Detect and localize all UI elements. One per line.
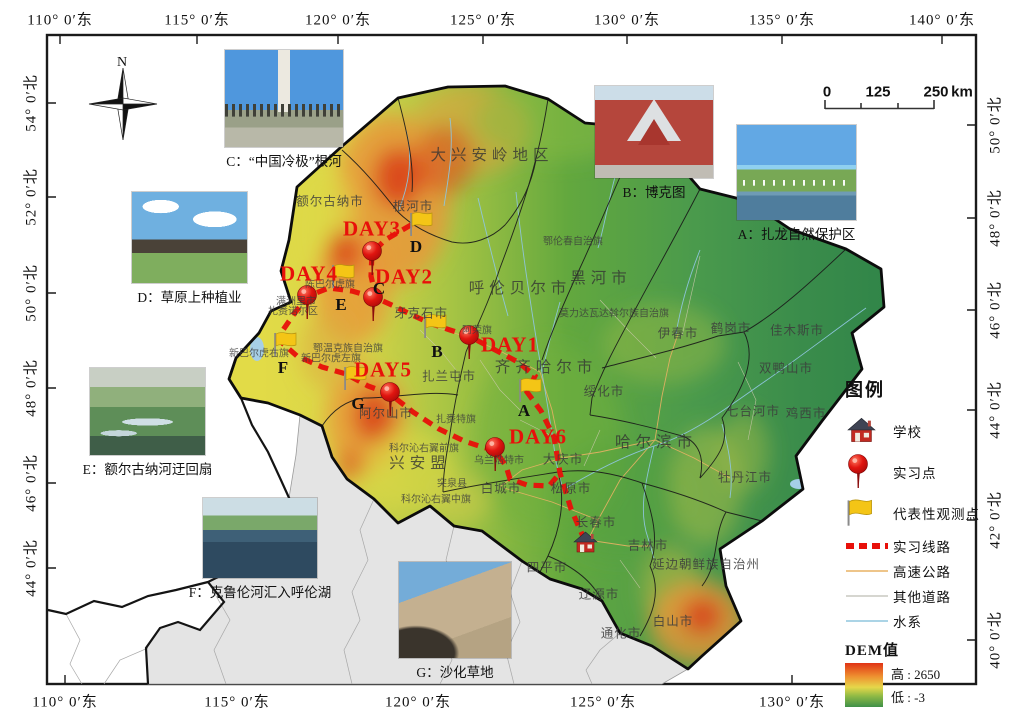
neighbor-provinces — [47, 397, 689, 685]
highways — [431, 325, 731, 547]
compass-rose — [88, 67, 158, 141]
hulun-lake — [250, 337, 264, 361]
other-roads — [419, 255, 757, 589]
scale-bar — [824, 100, 935, 110]
